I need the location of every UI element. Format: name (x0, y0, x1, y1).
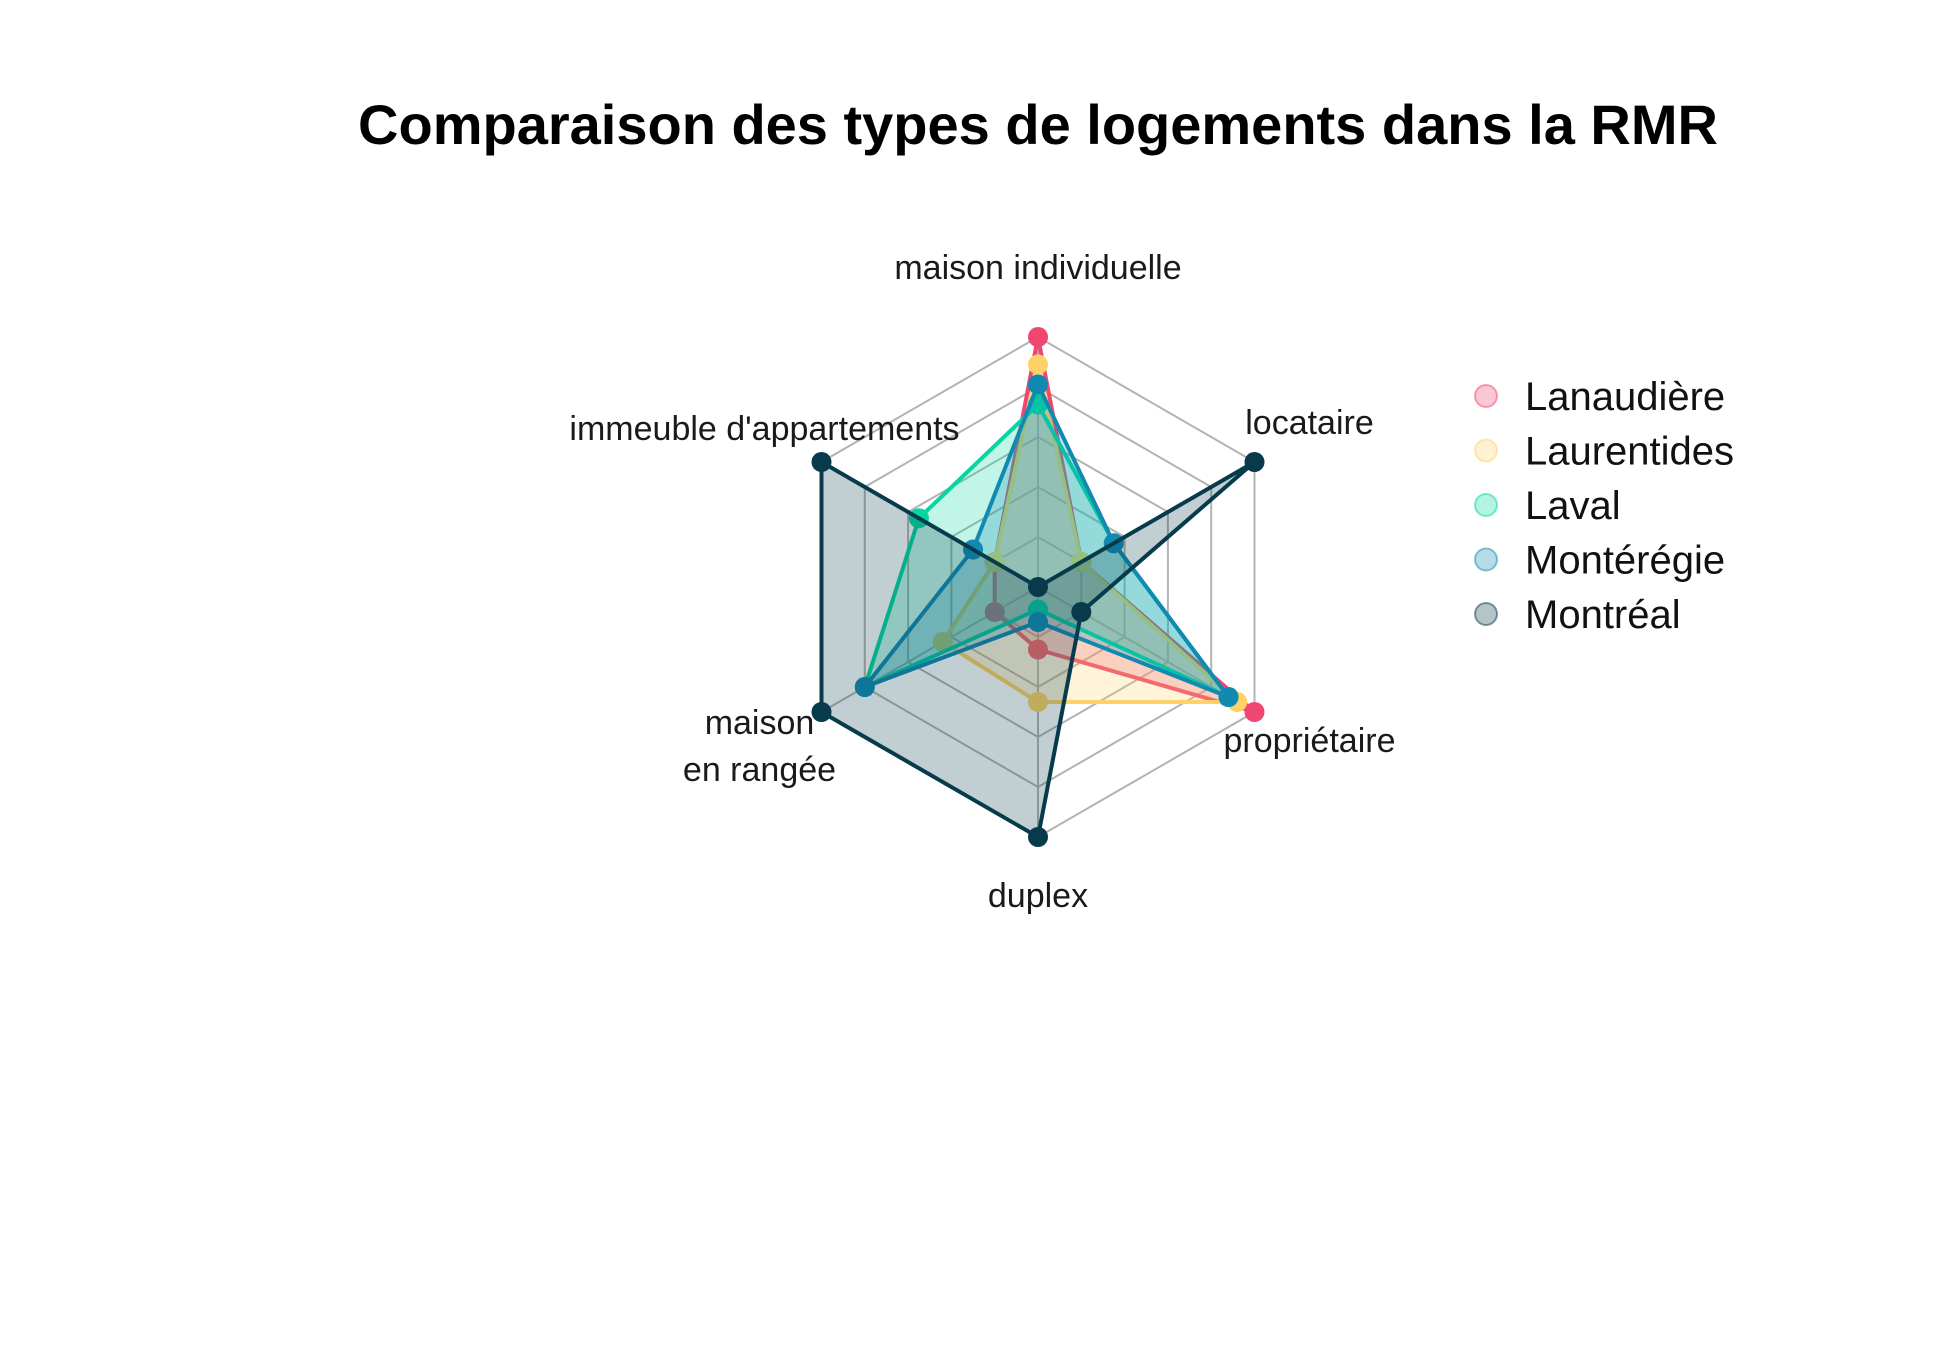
series-4-point-immeuble (811, 452, 832, 472)
axis-label-maison_en_rangee-line-0: maison (705, 704, 815, 742)
series-1-point-maison_individuelle (1028, 354, 1048, 375)
legend-item-1: Laurentides (1474, 430, 1734, 474)
series-3-point-duplex (1028, 612, 1048, 632)
series-3-point-proprietaire (1218, 687, 1239, 707)
legend-swatch-1 (1474, 438, 1498, 463)
legend-item-4: Montréal (1474, 593, 1681, 637)
legend-label-2: Laval (1525, 484, 1621, 528)
series-1-point-duplex (1028, 692, 1048, 712)
axis-label-immeuble: immeuble d'appartements (569, 410, 959, 448)
series-0-point-proprietaire (1244, 702, 1265, 722)
series-4-point-maison_individuelle (1028, 577, 1048, 597)
series-0-point-duplex (1028, 639, 1048, 660)
axis-labels: maison individuelle locataire propriétaire… (569, 249, 1395, 915)
legend-swatch-4 (1474, 602, 1498, 626)
legend-label-4: Montréal (1525, 593, 1681, 637)
series-4-point-maison_en_rangee (811, 702, 832, 722)
chart-title: Comparaison des types de logements dans … (358, 93, 1718, 156)
legend-label-1: Laurentides (1525, 430, 1734, 474)
series-1-point-maison_en_rangee (932, 632, 953, 652)
series-3-point-maison_en_rangee (854, 677, 875, 697)
axis-label-locataire: locataire (1245, 404, 1374, 442)
legend-swatch-3 (1474, 547, 1498, 572)
legend-swatch-0 (1474, 384, 1498, 408)
series-4-point-proprietaire (1071, 602, 1092, 622)
axis-label-maison_individuelle: maison individuelle (894, 249, 1181, 287)
legend-label-3: Montérégie (1525, 539, 1725, 583)
legend-item-0: Lanaudière (1474, 375, 1725, 419)
legend-label-0: Lanaudière (1525, 375, 1725, 419)
series-3-point-maison_individuelle (1028, 374, 1048, 395)
series-0-point-maison_en_rangee (984, 602, 1005, 622)
series-4 (811, 452, 1265, 847)
series-4-point-duplex (1028, 827, 1048, 847)
series-0-point-maison_individuelle (1028, 327, 1048, 347)
legend-item-3: Montérégie (1474, 539, 1725, 583)
axis-label-proprietaire: propriétaire (1224, 722, 1396, 760)
radar-series (811, 327, 1265, 847)
series-4-point-locataire (1244, 452, 1265, 472)
legend-swatch-2 (1474, 493, 1498, 517)
legend: Lanaudière Laurentides Laval Montérégie Mont… (1474, 375, 1734, 637)
axis-label-maison_en_rangee-line-1: en rangée (683, 751, 836, 789)
legend-item-2: Laval (1474, 484, 1621, 528)
axis-label-duplex: duplex (988, 877, 1088, 915)
